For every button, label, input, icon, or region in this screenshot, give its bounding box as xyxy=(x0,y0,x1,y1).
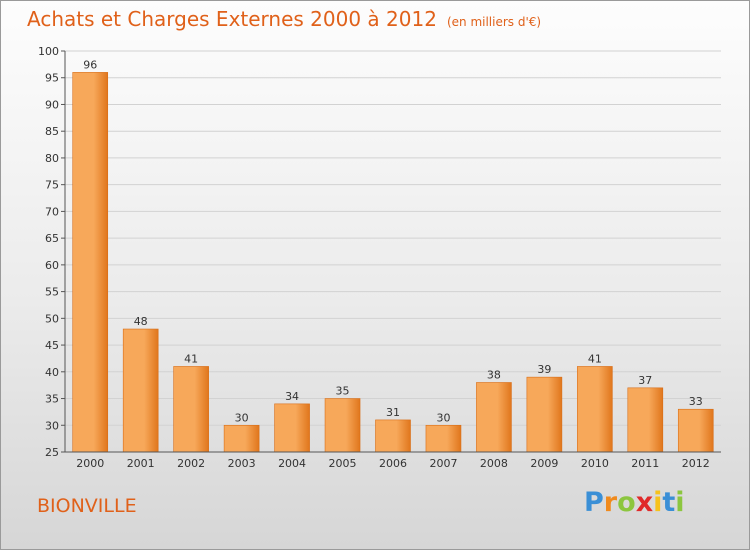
x-tick-label: 2007 xyxy=(429,457,457,470)
bar xyxy=(476,382,512,453)
bar xyxy=(677,408,714,453)
x-tick-label: 2012 xyxy=(682,457,710,470)
bar-value-label: 33 xyxy=(689,395,703,408)
chart-title: Achats et Charges Externes 2000 à 2012 (e… xyxy=(27,7,541,31)
bar xyxy=(425,424,462,453)
bars: 96 48 41 30 34 35 31 30 38 39 41 37 33 xyxy=(72,58,714,453)
proxiti-logo: Proxiti xyxy=(584,487,685,518)
town-name: BIONVILLE xyxy=(37,495,137,517)
bar-value-label: 41 xyxy=(184,352,198,365)
bar xyxy=(274,403,310,453)
x-tick-label: 2009 xyxy=(530,457,558,470)
x-tick-label: 2002 xyxy=(177,457,205,470)
bar xyxy=(526,376,563,453)
x-tick-label: 2008 xyxy=(480,457,508,470)
bar xyxy=(577,366,613,453)
y-tick-label: 95 xyxy=(45,72,59,85)
bar-value-label: 30 xyxy=(436,411,450,424)
logo-letter: x xyxy=(635,487,654,518)
bar-value-label: 41 xyxy=(588,352,602,365)
logo-letter: t xyxy=(662,487,676,518)
y-tick-label: 75 xyxy=(45,179,59,192)
y-tick-label: 30 xyxy=(45,419,59,432)
chart-title-text: Achats et Charges Externes 2000 à 2012 xyxy=(27,7,437,31)
x-tick-label: 2001 xyxy=(127,457,155,470)
x-tick-label: 2006 xyxy=(379,457,407,470)
y-tick-label: 55 xyxy=(45,286,59,299)
logo-letter: o xyxy=(617,487,636,518)
bar-value-label: 31 xyxy=(386,406,400,419)
y-tick-label: 25 xyxy=(45,446,59,459)
y-tick-label: 85 xyxy=(45,125,59,138)
x-tick-label: 2003 xyxy=(228,457,256,470)
y-tick-label: 35 xyxy=(45,393,59,406)
x-tick-label: 2005 xyxy=(329,457,357,470)
bar xyxy=(375,419,411,453)
y-tick-label: 60 xyxy=(45,259,59,272)
y-tick-label: 90 xyxy=(45,98,59,111)
bar xyxy=(627,387,664,453)
y-tick-label: 80 xyxy=(45,152,59,165)
y-tick-label: 70 xyxy=(45,205,59,218)
x-tick-label: 2010 xyxy=(581,457,609,470)
chart-subtitle: (en milliers d'€) xyxy=(446,15,542,29)
x-tick-label: 2004 xyxy=(278,457,306,470)
bar xyxy=(324,398,361,453)
x-axis: 2000 2001 2002 2003 2004 2005 2006 2007 2008 2009… xyxy=(65,451,721,470)
y-tick-label: 45 xyxy=(45,339,59,352)
bar xyxy=(223,424,260,453)
bar-value-label: 37 xyxy=(638,374,652,387)
bar-value-label: 96 xyxy=(83,58,97,71)
y-tick-label: 40 xyxy=(45,366,59,379)
logo-letter: i xyxy=(653,487,663,518)
y-tick-label: 50 xyxy=(45,312,59,325)
bar-value-label: 30 xyxy=(235,411,249,424)
bar xyxy=(72,72,109,453)
y-axis: 25 30 35 40 45 50 55 60 65 70 75 80 85 90 95 100 xyxy=(38,45,66,459)
grid-lines xyxy=(65,50,721,453)
bar-value-label: 38 xyxy=(487,368,501,381)
bar-value-label: 34 xyxy=(285,390,299,403)
logo-letter: i xyxy=(675,487,685,518)
bar-value-label: 48 xyxy=(134,315,148,328)
x-tick-label: 2000 xyxy=(76,457,104,470)
bar xyxy=(173,366,209,453)
bar-value-label: 35 xyxy=(336,385,350,398)
logo-letter: P xyxy=(584,487,604,518)
bar-value-label: 39 xyxy=(537,363,551,376)
logo-letter: r xyxy=(603,487,618,518)
y-tick-label: 65 xyxy=(45,232,59,245)
x-tick-label: 2011 xyxy=(631,457,659,470)
y-tick-label: 100 xyxy=(38,45,59,58)
bar xyxy=(122,328,159,453)
